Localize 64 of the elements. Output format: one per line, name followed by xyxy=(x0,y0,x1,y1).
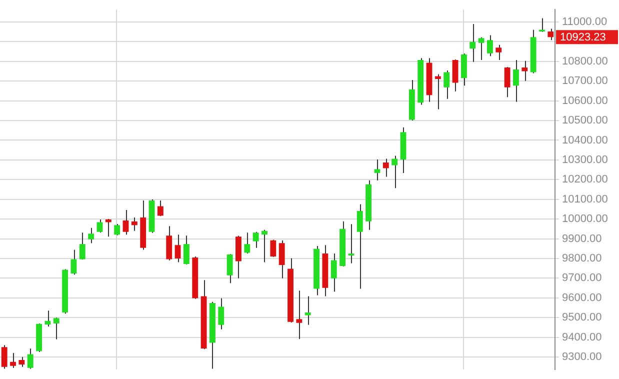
candlestick xyxy=(548,28,554,41)
text: 10923.23 xyxy=(560,32,606,44)
candlestick xyxy=(278,240,285,279)
candlestick xyxy=(10,352,16,368)
y-tick-label: 9300.00 xyxy=(562,351,602,364)
candlestick xyxy=(79,232,86,260)
y-tick-label: 10800.00 xyxy=(562,55,608,68)
candlestick xyxy=(478,36,484,61)
candlestick xyxy=(122,209,129,236)
y-tick-label: 10600.00 xyxy=(562,94,608,107)
candlestick xyxy=(513,60,519,102)
candlestick xyxy=(53,317,60,340)
candlestick xyxy=(539,18,545,32)
candlestick xyxy=(1,344,8,370)
y-tick-label: 9600.00 xyxy=(562,292,602,304)
candlestick xyxy=(374,159,380,181)
candlestick xyxy=(522,60,528,82)
candlestick xyxy=(382,158,389,178)
y-tick-label: 10500.00 xyxy=(562,114,608,127)
candlestick xyxy=(496,44,502,61)
candlestick xyxy=(504,66,510,98)
candlestick xyxy=(270,239,276,258)
candlestick xyxy=(44,310,51,327)
candlestick xyxy=(452,58,458,92)
candlestick xyxy=(460,53,467,86)
y-tick-label: 10400.00 xyxy=(562,134,608,146)
y-tick-label: 10200.00 xyxy=(562,174,608,186)
y-tick-label: 10300.00 xyxy=(562,154,608,166)
candlestick xyxy=(434,74,441,110)
candlestick xyxy=(131,216,138,232)
candlestick xyxy=(262,229,268,263)
y-tick-label: 11000.00 xyxy=(562,16,608,28)
candlestick xyxy=(470,23,476,62)
candlestick xyxy=(348,224,354,264)
y-tick-label: 9500.00 xyxy=(562,312,602,324)
candlestick xyxy=(244,232,250,254)
candlestick xyxy=(166,226,172,261)
y-tick-label: 9900.00 xyxy=(562,232,602,245)
candlestick xyxy=(96,218,103,233)
candlestick xyxy=(226,254,233,284)
candlestick xyxy=(330,253,337,292)
y-tick-label: 10700.00 xyxy=(562,75,608,88)
candlestick xyxy=(88,227,94,244)
candlestick xyxy=(444,70,450,100)
candlestick xyxy=(486,34,493,57)
candlestick xyxy=(18,356,25,368)
candlestick xyxy=(27,348,34,370)
candlestick xyxy=(70,249,77,276)
candlestick xyxy=(157,200,164,217)
y-tick-label: 9700.00 xyxy=(562,272,602,284)
y-tick-label: 9400.00 xyxy=(562,331,602,344)
candlestick xyxy=(296,290,302,340)
candlestick xyxy=(252,231,259,248)
candlestick xyxy=(392,155,398,189)
candlestick xyxy=(105,218,112,238)
candlestick xyxy=(174,234,181,263)
y-tick-label: 10000.00 xyxy=(562,213,608,226)
candlestick xyxy=(356,204,363,290)
candlestick xyxy=(304,296,311,326)
candlestick xyxy=(183,235,190,265)
y-tick-label: 9800.00 xyxy=(562,252,602,264)
candlestick xyxy=(218,298,224,330)
candlestick xyxy=(114,223,120,236)
y-tick-label: 10100.00 xyxy=(562,193,608,206)
